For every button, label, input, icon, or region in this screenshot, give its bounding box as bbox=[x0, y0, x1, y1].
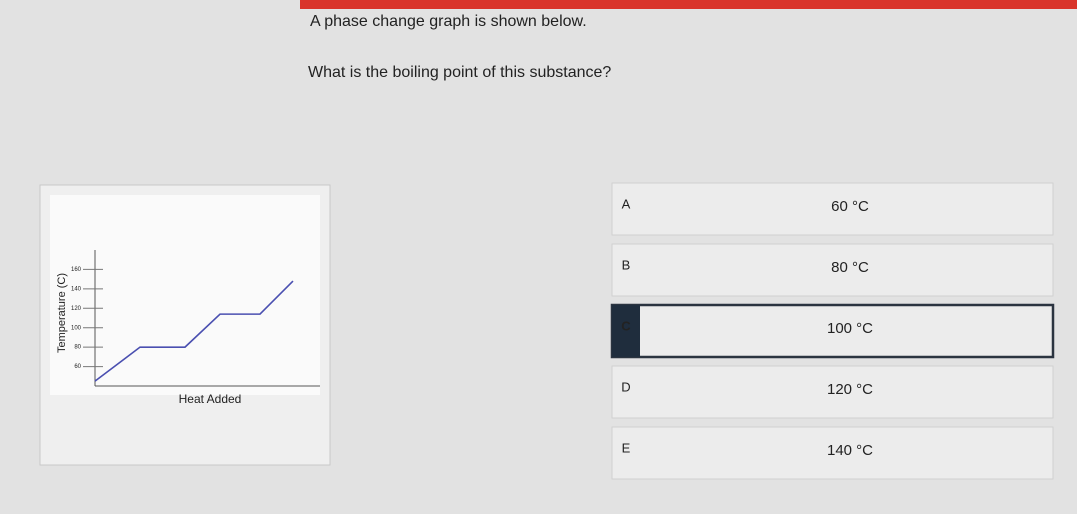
y-tick-label: 120 bbox=[71, 306, 82, 312]
option-card[interactable] bbox=[611, 365, 1054, 419]
options: A 60 °C B 80 °C C 100 °C D 120 °C E 140 °C bbox=[610, 182, 1055, 480]
y-tick-label: 160 bbox=[71, 267, 82, 273]
data-line bbox=[94, 280, 294, 382]
y-tick-label: 80 bbox=[74, 345, 81, 351]
option-letter: D bbox=[621, 379, 630, 394]
option-card[interactable] bbox=[611, 426, 1054, 480]
option-card[interactable] bbox=[611, 182, 1054, 236]
x-axis-label: Heat Added bbox=[179, 392, 242, 406]
option-text: 80 °C bbox=[831, 259, 869, 276]
y-tick-label: 100 bbox=[71, 325, 82, 331]
option-letter: C bbox=[621, 318, 631, 333]
option-text: 120 °C bbox=[827, 381, 873, 398]
y-tick-label: 60 bbox=[74, 364, 81, 370]
option-text: 60 °C bbox=[831, 198, 869, 215]
question-intro: A phase change graph is shown below. bbox=[310, 13, 587, 30]
option-text: 100 °C bbox=[827, 320, 873, 337]
y-axis-label: Temperature (C) bbox=[56, 273, 68, 353]
option-letter-box bbox=[612, 305, 640, 357]
top-bar bbox=[300, 0, 1077, 9]
option-letter: E bbox=[622, 440, 631, 455]
question-prompt: What is the boiling point of this substa… bbox=[308, 64, 611, 81]
option-letter: A bbox=[622, 196, 631, 211]
y-tick-label: 140 bbox=[71, 286, 82, 292]
option-letter: B bbox=[622, 257, 631, 272]
option-card[interactable] bbox=[611, 243, 1054, 297]
option-text: 140 °C bbox=[827, 442, 873, 459]
